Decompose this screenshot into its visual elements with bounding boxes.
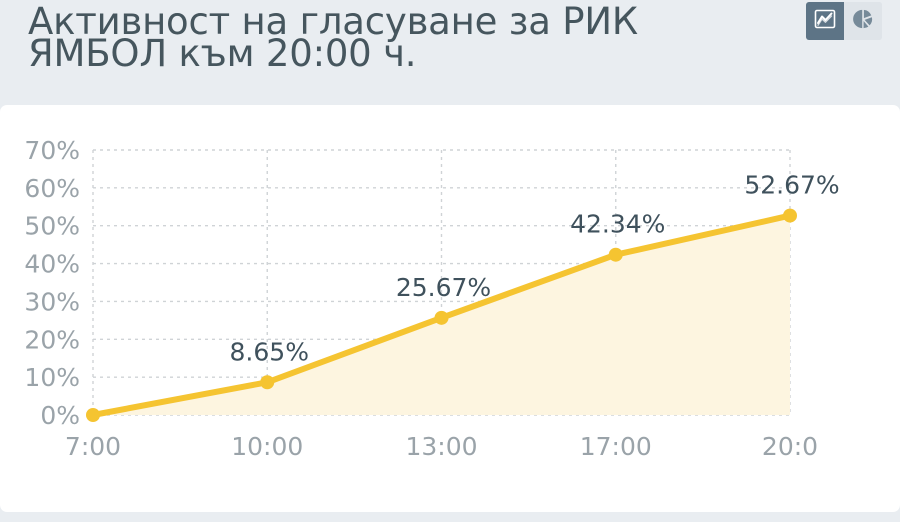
svg-text:10:00: 10:00 xyxy=(231,432,303,461)
svg-text:8.65%: 8.65% xyxy=(230,337,309,366)
page-title-line-2: ЯМБОЛ към 20:00 ч. xyxy=(28,32,417,75)
svg-text:42.34%: 42.34% xyxy=(570,210,665,239)
svg-text:60%: 60% xyxy=(24,174,80,203)
svg-text:17:00: 17:00 xyxy=(580,432,652,461)
svg-text:7:00: 7:00 xyxy=(65,432,121,461)
svg-text:25.67%: 25.67% xyxy=(396,273,491,302)
chart-area-fill xyxy=(93,215,790,415)
svg-text:13:00: 13:00 xyxy=(405,432,477,461)
chart-view-toggle-group xyxy=(806,2,882,40)
page-footer-strip xyxy=(0,512,900,522)
chart-card: 0% 10% 20% 30% 40% 50% 60% 70% 7:00 10:00 13:00 17… xyxy=(0,105,900,512)
svg-text:0%: 0% xyxy=(40,401,80,430)
chart-x-axis-labels: 7:00 10:00 13:00 17:00 20:0 xyxy=(65,432,818,461)
chart-y-axis-labels: 0% 10% 20% 30% 40% 50% 60% 70% xyxy=(24,136,80,430)
chart-value-labels: 8.65% 25.67% 42.34% 52.67% xyxy=(230,171,840,367)
chart-markers xyxy=(86,208,797,422)
svg-text:50%: 50% xyxy=(24,212,80,241)
svg-text:40%: 40% xyxy=(24,250,80,279)
line-chart-icon xyxy=(814,8,836,34)
line-chart-view-button[interactable] xyxy=(806,2,844,40)
pie-chart-view-button[interactable] xyxy=(844,2,882,40)
svg-text:70%: 70% xyxy=(24,136,80,165)
chart-canvas: 0% 10% 20% 30% 40% 50% 60% 70% 7:00 10:00 13:00 17… xyxy=(24,136,840,461)
page-header: Активност на гласуване за РИК ЯМБОЛ към … xyxy=(0,0,900,105)
svg-text:20:0: 20:0 xyxy=(762,432,818,461)
svg-text:30%: 30% xyxy=(24,287,80,316)
chart-gridlines xyxy=(92,149,791,416)
line-chart: 0% 10% 20% 30% 40% 50% 60% 70% 7:00 10:00 13:00 17… xyxy=(0,105,900,512)
svg-text:10%: 10% xyxy=(24,363,80,392)
pie-chart-icon xyxy=(852,8,874,34)
svg-text:52.67%: 52.67% xyxy=(744,171,839,200)
page-title-line-1: Активност на гласуване за РИК xyxy=(28,0,638,43)
svg-text:20%: 20% xyxy=(24,325,80,354)
